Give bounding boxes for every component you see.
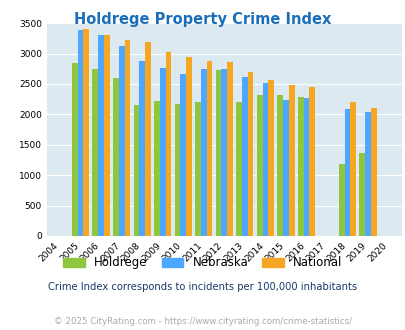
Bar — [206, 61, 212, 236]
Bar — [338, 164, 344, 236]
Legend: Holdrege, Nebraska, National: Holdrege, Nebraska, National — [59, 252, 346, 274]
Bar — [282, 100, 288, 236]
Bar — [165, 52, 171, 236]
Bar — [297, 97, 303, 236]
Bar — [227, 62, 232, 236]
Bar — [104, 35, 109, 236]
Bar — [83, 29, 89, 236]
Bar — [124, 40, 130, 236]
Bar — [77, 30, 83, 236]
Bar — [221, 69, 227, 236]
Bar — [180, 74, 185, 236]
Bar — [268, 80, 273, 236]
Bar — [236, 102, 241, 236]
Bar — [309, 87, 314, 236]
Bar — [98, 35, 104, 236]
Bar — [247, 72, 253, 236]
Bar — [200, 69, 206, 236]
Bar — [215, 70, 221, 236]
Bar — [133, 105, 139, 236]
Bar — [154, 101, 160, 236]
Bar — [92, 69, 98, 236]
Bar — [364, 113, 370, 236]
Bar — [185, 57, 192, 236]
Bar — [262, 83, 268, 236]
Bar — [288, 85, 294, 236]
Bar — [358, 153, 364, 236]
Bar — [241, 77, 247, 236]
Bar — [72, 63, 77, 236]
Bar — [139, 61, 145, 236]
Bar — [119, 46, 124, 236]
Bar — [344, 110, 350, 236]
Text: © 2025 CityRating.com - https://www.cityrating.com/crime-statistics/: © 2025 CityRating.com - https://www.city… — [54, 317, 351, 326]
Bar — [145, 42, 150, 236]
Bar — [113, 79, 119, 236]
Bar — [160, 68, 165, 236]
Text: Crime Index corresponds to incidents per 100,000 inhabitants: Crime Index corresponds to incidents per… — [48, 282, 357, 292]
Bar — [195, 102, 200, 236]
Bar — [303, 98, 309, 236]
Bar — [350, 102, 355, 236]
Bar — [277, 95, 282, 236]
Bar — [174, 104, 180, 236]
Bar — [370, 108, 376, 236]
Text: Holdrege Property Crime Index: Holdrege Property Crime Index — [74, 12, 331, 26]
Bar — [256, 95, 262, 236]
